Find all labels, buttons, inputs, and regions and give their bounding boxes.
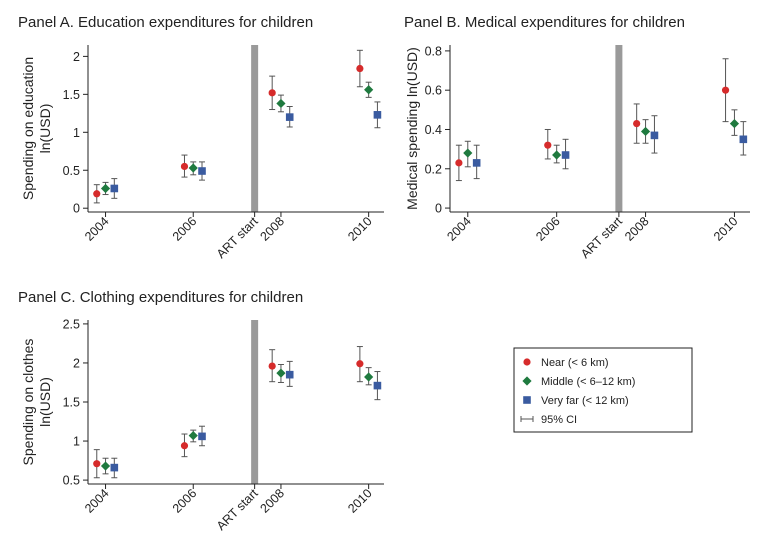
legend-box	[513, 347, 693, 433]
point-marker	[472, 159, 481, 167]
point-marker	[268, 362, 276, 370]
art-start-band	[251, 320, 259, 484]
panel-title: Panel A. Education expenditures for chil…	[18, 14, 313, 31]
x-tick-label: 2004	[444, 214, 474, 244]
y-axis-label: ln(USD)	[37, 104, 53, 154]
point-marker	[268, 89, 276, 97]
point-marker	[522, 376, 532, 386]
legend-label: Very far (< 12 km)	[541, 395, 629, 407]
point-marker	[561, 151, 570, 159]
point-marker	[285, 370, 294, 379]
x-tick-label: 2004	[82, 214, 112, 244]
y-axis-label: ln(USD)	[37, 377, 53, 427]
y-tick-label: 1	[73, 126, 80, 140]
y-tick-label: 2.5	[63, 317, 80, 331]
x-tick-label: 2008	[258, 486, 288, 516]
art-start-band	[615, 45, 623, 212]
y-tick-label: 0	[435, 202, 442, 216]
y-axis-label: Spending on education	[20, 57, 36, 200]
point-marker	[356, 360, 364, 368]
point-marker	[373, 111, 382, 119]
series-near	[93, 49, 364, 204]
x-tick-label: 2008	[258, 214, 288, 244]
point-marker	[180, 442, 189, 450]
y-tick-label: 0	[73, 202, 80, 216]
point-marker	[93, 460, 101, 468]
panel-b: Panel B. Medical expenditures for childr…	[404, 14, 750, 261]
point-marker	[93, 190, 101, 198]
point-marker	[188, 430, 198, 441]
y-axis-label: Medical spending ln(USD)	[404, 47, 420, 210]
y-tick-label: 2	[73, 356, 80, 370]
series-far	[110, 101, 382, 199]
series-far	[110, 360, 382, 479]
series-middle	[100, 364, 374, 475]
y-tick-label: 0.8	[425, 44, 442, 58]
panel-c: Panel C. Clothing expenditures for child…	[18, 289, 384, 533]
point-marker	[544, 141, 552, 149]
point-marker	[110, 463, 119, 472]
point-marker	[523, 396, 531, 404]
y-tick-label: 0.5	[63, 164, 80, 178]
legend-label: Middle (< 6–12 km)	[541, 376, 635, 388]
x-tick-label: ART start	[214, 486, 261, 533]
x-tick-label: 2006	[170, 214, 200, 244]
series-far	[472, 115, 748, 180]
y-tick-label: 1.5	[63, 396, 80, 410]
y-axis-label: Spending on clothes	[20, 339, 36, 466]
point-marker	[276, 98, 286, 109]
point-marker	[364, 85, 374, 95]
point-marker	[198, 167, 206, 175]
series-near	[93, 346, 364, 479]
point-marker	[188, 163, 198, 173]
x-tick-label: ART start	[578, 214, 625, 261]
point-marker	[100, 183, 111, 194]
point-marker	[276, 368, 286, 378]
point-marker	[729, 118, 740, 129]
point-marker	[463, 148, 473, 158]
legend: Near (< 6 km) Middle (< 6–12 km) Very far …	[513, 347, 693, 433]
point-marker	[650, 131, 659, 140]
point-marker	[640, 126, 651, 137]
point-marker	[552, 150, 562, 160]
point-marker	[285, 113, 294, 121]
series-middle	[100, 81, 374, 196]
art-start-band	[251, 45, 259, 212]
x-tick-label: 2008	[622, 214, 652, 244]
point-marker	[364, 372, 374, 382]
point-marker	[356, 64, 364, 73]
y-tick-label: 1.5	[63, 88, 80, 102]
panel-a: Panel A. Education expenditures for chil…	[18, 14, 384, 261]
legend-label: Near (< 6 km)	[541, 357, 609, 369]
point-marker	[739, 135, 748, 144]
point-marker	[110, 184, 119, 193]
x-tick-label: 2010	[345, 214, 375, 244]
point-marker	[100, 461, 111, 471]
x-tick-label: 2010	[711, 214, 741, 244]
series-near	[455, 58, 730, 182]
point-marker	[455, 159, 463, 167]
point-marker	[633, 119, 641, 128]
point-marker	[198, 432, 206, 441]
x-tick-label: 2006	[170, 486, 200, 516]
y-tick-label: 0.5	[63, 474, 80, 488]
panel-title: Panel C. Clothing expenditures for child…	[18, 289, 303, 306]
point-marker	[721, 86, 730, 94]
series-middle	[463, 109, 740, 168]
y-tick-label: 2	[73, 50, 80, 64]
point-marker	[373, 381, 382, 390]
x-tick-label: 2006	[533, 214, 563, 244]
x-tick-label: 2004	[82, 486, 112, 516]
legend-label: 95% CI	[541, 414, 577, 426]
point-marker	[180, 162, 189, 171]
y-tick-label: 0.6	[425, 84, 442, 98]
y-tick-label: 0.2	[425, 162, 442, 176]
y-tick-label: 1	[73, 435, 80, 449]
y-tick-label: 0.4	[425, 123, 442, 137]
x-tick-label: 2010	[345, 486, 375, 516]
panel-title: Panel B. Medical expenditures for childr…	[404, 14, 685, 31]
point-marker	[523, 358, 531, 366]
x-tick-label: ART start	[214, 214, 261, 261]
